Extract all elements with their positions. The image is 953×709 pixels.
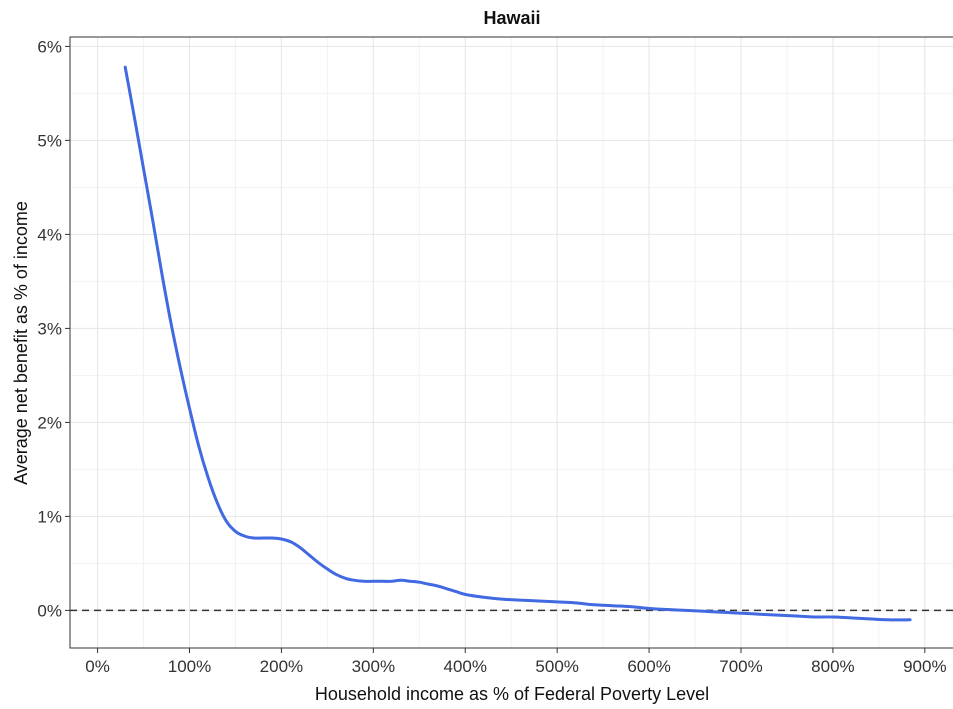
y-tick-label: 6% xyxy=(37,37,62,56)
y-tick-label: 2% xyxy=(37,413,62,432)
gridlines xyxy=(70,37,953,648)
plot-border xyxy=(69,36,953,649)
axis-ticks: 0% 100% 200% 300% 400% 500% 600% 700% 800% 900% 0%… xyxy=(37,37,946,676)
x-tick-label: 600% xyxy=(627,657,670,676)
y-tick-label: 3% xyxy=(37,319,62,338)
x-tick-label: 800% xyxy=(811,657,854,676)
x-tick-label: 400% xyxy=(444,657,487,676)
y-tick-label: 0% xyxy=(37,601,62,620)
series-line xyxy=(123,65,912,622)
x-tick-label: 700% xyxy=(719,657,762,676)
x-tick-label: 0% xyxy=(85,657,110,676)
x-tick-label: 300% xyxy=(352,657,395,676)
x-tick-label: 900% xyxy=(903,657,946,676)
x-axis-title: Household income as % of Federal Poverty… xyxy=(315,684,709,704)
x-tick-label: 100% xyxy=(168,657,211,676)
y-axis-title: Average net benefit as % of income xyxy=(11,201,31,485)
chart-title: Hawaii xyxy=(483,8,540,28)
y-tick-label: 5% xyxy=(37,131,62,150)
x-tick-label: 200% xyxy=(260,657,303,676)
y-tick-label: 4% xyxy=(37,225,62,244)
x-tick-label: 500% xyxy=(535,657,578,676)
y-tick-label: 1% xyxy=(37,507,62,526)
